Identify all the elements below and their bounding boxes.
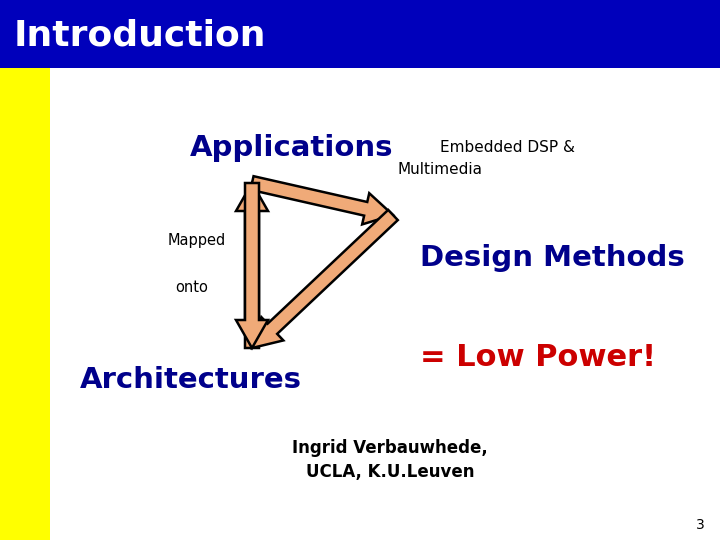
Text: Applications: Applications	[190, 134, 394, 162]
FancyArrow shape	[252, 210, 398, 348]
FancyArrow shape	[236, 183, 268, 348]
Text: Ingrid Verbauwhede,: Ingrid Verbauwhede,	[292, 439, 488, 457]
Bar	[0, 0, 720, 68]
Text: Architectures: Architectures	[80, 366, 302, 394]
Text: UCLA, K.U.Leuven: UCLA, K.U.Leuven	[306, 463, 474, 481]
Bar	[0, 68, 50, 540]
Text: = Low Power!: = Low Power!	[420, 343, 656, 373]
Text: Multimedia: Multimedia	[397, 163, 482, 178]
Text: Design Methods: Design Methods	[420, 244, 685, 272]
FancyArrow shape	[251, 176, 393, 225]
Text: Mapped: Mapped	[168, 233, 226, 247]
Text: onto: onto	[175, 280, 208, 295]
Text: 3: 3	[696, 518, 704, 532]
Text: Introduction: Introduction	[14, 19, 266, 53]
FancyArrow shape	[236, 183, 268, 348]
Text: Embedded DSP &: Embedded DSP &	[440, 140, 575, 156]
